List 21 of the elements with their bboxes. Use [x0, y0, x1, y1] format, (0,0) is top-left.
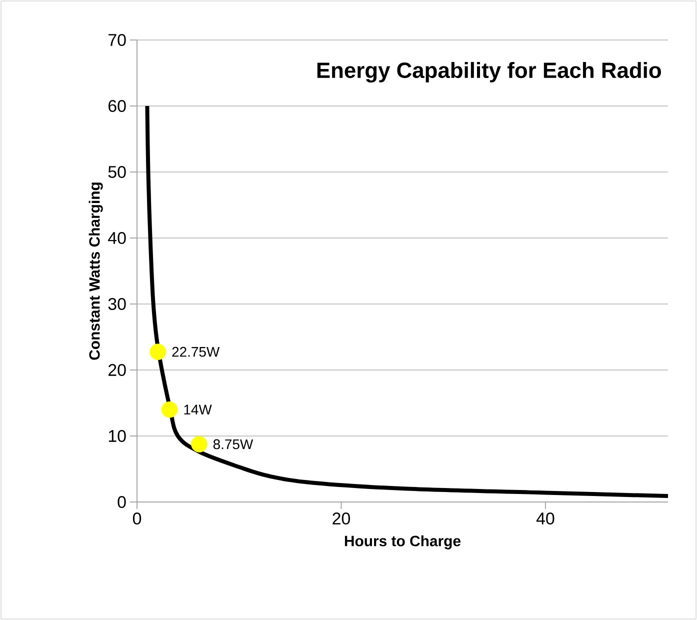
- point: [191, 436, 208, 452]
- line-series: [145, 104, 670, 498]
- data-label: 22.75W: [172, 346, 220, 357]
- y-tick-label: 50: [108, 166, 126, 178]
- x-tick-label: 0: [132, 512, 142, 524]
- text: Energy Capability for Each Radio: [317, 62, 661, 83]
- point: [161, 401, 178, 418]
- y-tick-label: 30: [108, 298, 126, 310]
- y-axis-title: Constant Watts Charging: [88, 182, 103, 360]
- y-tick-label: 20: [108, 364, 126, 376]
- y-tick-label: 60: [108, 100, 126, 112]
- x-axis-title: Hours to Charge: [344, 535, 461, 550]
- y-tick-label: 40: [108, 232, 126, 244]
- y-tick-label: 10: [108, 430, 126, 442]
- y-tick-label: 0: [118, 496, 126, 508]
- data-label: 14W: [184, 404, 212, 414]
- x-tick-label: 20: [332, 512, 350, 524]
- data-label: 8.75W: [213, 439, 254, 450]
- y-tick-label: 70: [108, 34, 126, 46]
- x-tick-label: 40: [536, 512, 554, 524]
- point: [150, 344, 166, 360]
